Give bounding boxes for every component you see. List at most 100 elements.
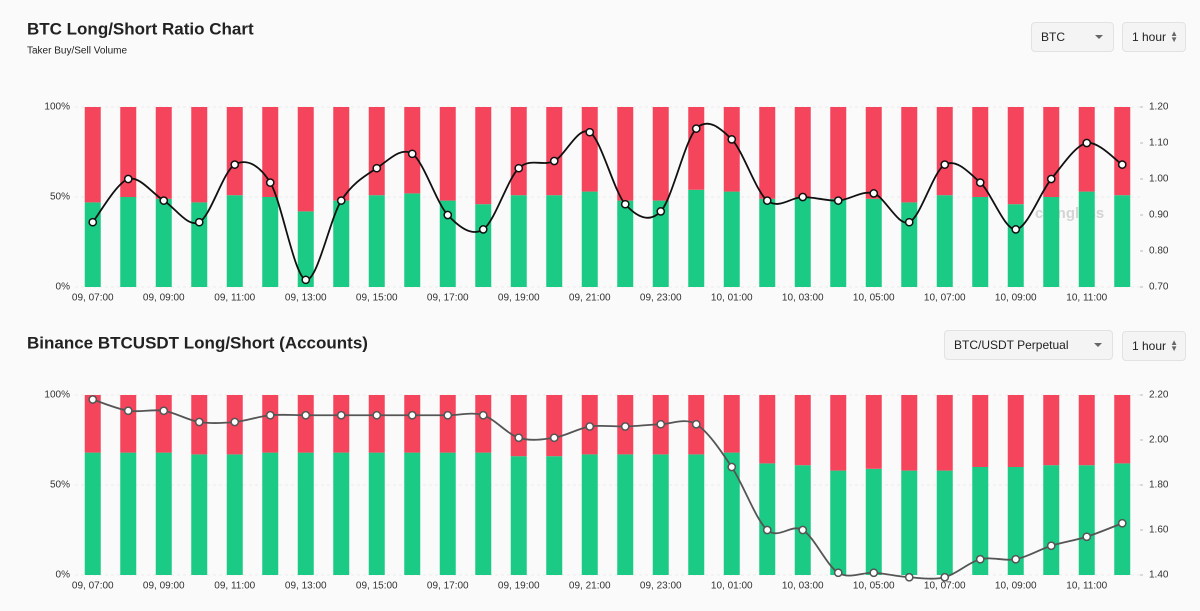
bar-segment xyxy=(830,470,847,575)
bar-segment xyxy=(191,107,208,203)
ratio-point xyxy=(833,568,843,578)
ratio-point xyxy=(798,192,808,202)
bar-segment xyxy=(1043,395,1060,466)
bar-segment xyxy=(865,198,882,287)
x-tick-label: 09, 09:00 xyxy=(143,581,185,592)
bar-segment xyxy=(1007,467,1024,575)
ratio-point xyxy=(1117,518,1127,528)
bar-segment xyxy=(617,454,634,575)
symbol-select[interactable]: BTC/USDT Perpetual xyxy=(944,330,1113,360)
bar-segment xyxy=(475,395,492,453)
bar-segment xyxy=(1114,107,1131,196)
bar-segment xyxy=(439,200,456,287)
ratio-point xyxy=(1082,138,1092,148)
ratio-point xyxy=(904,572,914,582)
ratio-point xyxy=(762,525,772,535)
bar-segment xyxy=(830,107,847,199)
y-tick-label: 100% xyxy=(44,102,70,113)
bar-segment xyxy=(688,189,705,287)
ratio-point xyxy=(869,568,879,578)
bar-segment xyxy=(297,395,314,453)
x-tick-label: 10, 11:00 xyxy=(1066,581,1107,592)
bar-segment xyxy=(972,107,989,197)
bar-segment xyxy=(155,198,172,287)
bar-segment xyxy=(794,395,811,466)
bar-segment xyxy=(794,465,811,575)
select-value: 1 hour xyxy=(1132,339,1167,353)
x-tick-label: 10, 03:00 xyxy=(782,581,824,592)
bar-segment xyxy=(546,395,563,457)
ratio-point xyxy=(620,422,630,431)
bar-segment xyxy=(1114,395,1131,464)
bar-segment xyxy=(510,195,527,287)
x-tick-label: 09, 19:00 xyxy=(498,293,540,304)
bar-segment xyxy=(368,452,385,575)
chart-title: Binance BTCUSDT Long/Short (Accounts) xyxy=(27,333,368,352)
interval-select[interactable]: 1 hour ▲ ▼ xyxy=(1122,22,1186,52)
ratio-point xyxy=(1046,174,1056,184)
x-tick-label: 09, 13:00 xyxy=(285,293,327,304)
bar-segment xyxy=(510,456,527,575)
bar-segment xyxy=(901,395,918,471)
bar-segment xyxy=(546,456,563,575)
chart-title: BTC Long/Short Ratio Chart xyxy=(27,19,254,38)
x-tick-label: 09, 11:00 xyxy=(214,293,255,304)
bar-segment xyxy=(901,202,918,287)
ratio-point xyxy=(869,189,879,198)
bar-segment xyxy=(723,191,740,287)
bar-segment xyxy=(439,107,456,201)
ratio-point xyxy=(1117,160,1127,169)
x-tick-label: 10, 05:00 xyxy=(853,581,895,592)
bar-segment xyxy=(297,211,314,287)
select-value: BTC xyxy=(1041,30,1065,44)
spinner-arrows: ▲ ▼ xyxy=(1170,338,1178,353)
bar-segment xyxy=(830,395,847,471)
bar-segment xyxy=(972,197,989,287)
y-tick-label: 50% xyxy=(50,480,70,491)
bar-segment xyxy=(368,107,385,196)
bar-segment xyxy=(652,454,669,575)
bar-segment xyxy=(581,454,598,575)
bar-segment xyxy=(794,197,811,287)
bar-segment xyxy=(581,191,598,287)
ratio-point xyxy=(514,163,524,173)
bar-segment xyxy=(120,197,137,287)
bar-segment xyxy=(155,452,172,575)
bar-segment xyxy=(368,395,385,453)
bar-segment xyxy=(652,107,669,201)
ratio-point xyxy=(904,217,914,227)
symbol-select[interactable]: BTC xyxy=(1031,22,1114,52)
ratio-point xyxy=(230,417,240,427)
bar-segment xyxy=(155,107,172,199)
x-tick-label: 09, 17:00 xyxy=(427,293,469,304)
bar-segment xyxy=(1078,465,1095,575)
bar-segment xyxy=(617,200,634,287)
bar-segment xyxy=(1078,191,1095,287)
ratio-point xyxy=(443,210,453,220)
bar-segment xyxy=(688,454,705,575)
bar-segment xyxy=(830,198,847,287)
x-tick-label: 10, 01:00 xyxy=(711,293,753,304)
x-tick-label: 09, 19:00 xyxy=(498,581,540,592)
ratio-point xyxy=(762,196,772,205)
select-value: BTC/USDT Perpetual xyxy=(954,338,1069,352)
ratio-point xyxy=(372,410,382,420)
bar-segment xyxy=(865,395,882,469)
bar-segment xyxy=(404,452,421,575)
ratio-point xyxy=(301,275,311,285)
ratio-point xyxy=(194,417,204,427)
ratio-point xyxy=(88,217,98,227)
bar-segment xyxy=(901,470,918,575)
bar-segment xyxy=(510,107,527,196)
x-tick-label: 09, 09:00 xyxy=(143,293,185,304)
bar-segment xyxy=(723,395,740,453)
ratio-point xyxy=(691,124,701,133)
ratio-point xyxy=(301,410,311,420)
x-tick-label: 09, 23:00 xyxy=(640,581,682,592)
bar-segment xyxy=(759,198,776,287)
bar-segment xyxy=(262,452,279,575)
interval-select[interactable]: 1 hour ▲ ▼ xyxy=(1122,331,1186,361)
bar-segment xyxy=(1043,197,1060,287)
ratio-point xyxy=(1011,225,1021,234)
